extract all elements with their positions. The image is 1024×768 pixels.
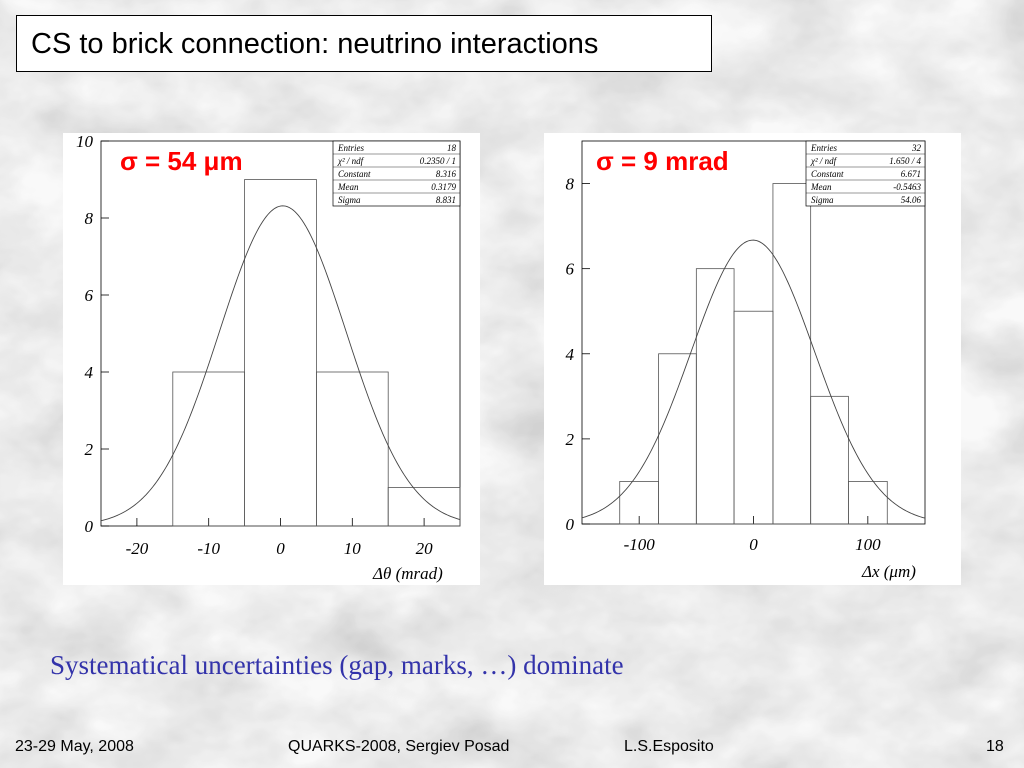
y-tick-label: 6 [85,286,94,305]
stats-label: Sigma [338,195,361,205]
stats-value: 54.06 [901,195,922,205]
histogram-bar [810,395,849,525]
y-tick-label: 8 [85,209,94,228]
gaussian-fit-curve [100,205,461,522]
stats-label: Sigma [811,195,834,205]
sigma-annotation: σ = 9 mrad [596,146,729,176]
y-tick-label: 2 [566,430,575,449]
histogram-bar [847,481,888,525]
histogram-bar [733,310,774,525]
stats-value: 32 [911,143,922,153]
stats-label: Entries [337,143,364,153]
y-tick-label: 0 [566,515,575,534]
x-tick-label: -20 [126,539,149,558]
stats-value: 1.650 / 4 [889,156,921,166]
histogram-bar [772,183,812,525]
angle-histogram-chart: 0 2 4 6 8 10 -20 -10 0 10 20 Entries 18 χ² / ndf 0.235… [76,133,461,583]
x-tick-label: 100 [855,535,881,554]
y-tick-label: 4 [85,363,94,382]
stats-label: Mean [337,182,359,192]
position-histogram-chart: 0 2 4 6 8 -100 0 100 Entries 32 χ² / ndf 1.650 / 4 C… [566,140,926,581]
y-tick-label: 10 [76,133,94,151]
footer-author: L.S.Esposito [624,738,714,755]
stats-label: Constant [338,169,371,179]
y-tick-label: 8 [566,175,575,194]
y-tick-label: 6 [566,260,575,279]
stats-label: Entries [810,143,837,153]
x-axis-label: Δθ (mrad) [372,564,443,583]
slide-title: CS to brick connection: neutrino interac… [16,15,712,72]
stats-label: χ² / ndf [337,156,365,166]
stats-value: 8.831 [436,195,456,205]
histogram-bar [244,179,317,527]
y-tick-label: 2 [85,440,94,459]
x-tick-label: 10 [344,539,362,558]
stats-label: Mean [810,182,832,192]
histogram-bar [695,268,735,525]
histogram-bar [172,371,246,527]
histogram-bar [658,353,697,525]
x-axis-label: Δx (μm) [861,562,916,581]
x-tick-label: 0 [276,539,285,558]
y-tick-label: 0 [85,517,94,536]
stats-value: -0.5463 [893,182,921,192]
stats-label: Constant [811,169,844,179]
histogram-panel-angle: 0 2 4 6 8 10 -20 -10 0 10 20 Entries 18 χ² / ndf 0.235… [63,133,480,585]
x-tick-label: 0 [749,535,758,554]
histogram-panel-position: 0 2 4 6 8 -100 0 100 Entries 32 χ² / ndf 1.650 / 4 C… [544,133,961,585]
sigma-annotation: σ = 54 μm [120,146,243,176]
stats-box [805,140,926,207]
gaussian-fit-curve [581,239,926,519]
stats-box [332,140,461,207]
x-tick-label: -10 [197,539,220,558]
x-tick-label: 20 [416,539,434,558]
histogram-bar [387,487,461,527]
stats-value: 18 [447,143,457,153]
x-tick-label: -100 [624,535,656,554]
footer-date: 23-29 May, 2008 [15,738,134,755]
stats-value: 6.671 [901,169,921,179]
footer-conference: QUARKS-2008, Sergiev Posad [288,738,510,755]
y-tick-label: 4 [566,345,575,364]
stats-value: 8.316 [436,169,457,179]
stats-value: 0.3179 [431,182,456,192]
page-number: 18 [986,738,1004,755]
stats-label: χ² / ndf [810,156,838,166]
slide-subtitle: Systematical uncertainties (gap, marks, … [50,650,624,680]
histogram-bar [315,371,389,527]
stats-value: 0.2350 / 1 [420,156,456,166]
